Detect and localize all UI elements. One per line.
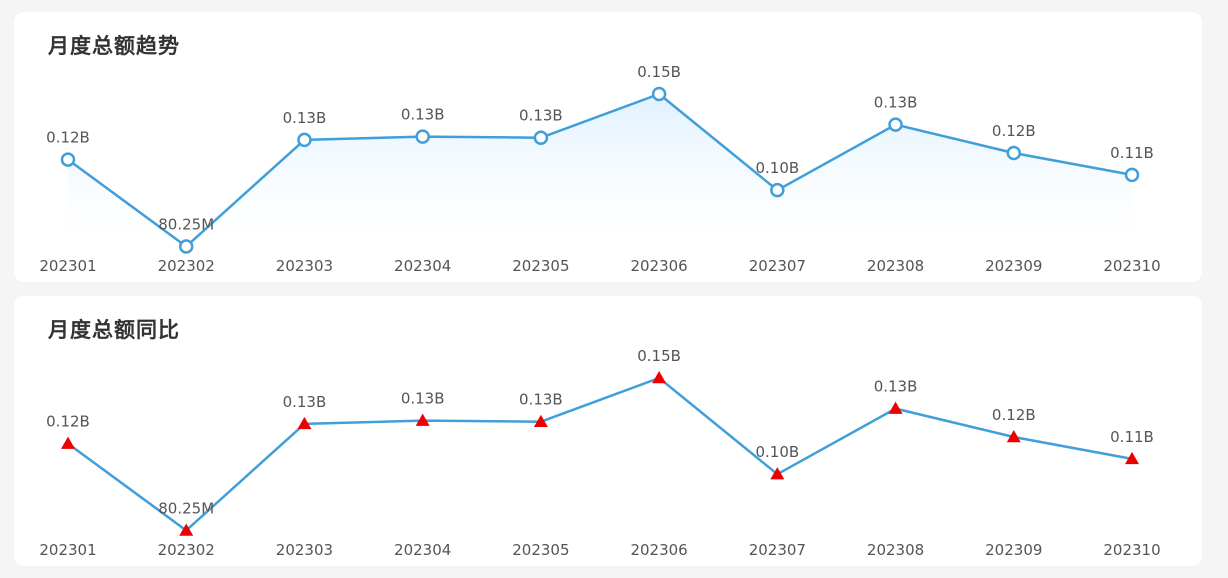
trend-data-point[interactable] <box>60 152 76 167</box>
trend-data-point[interactable] <box>178 239 194 254</box>
yoy-chart-title: 月度总额同比 <box>48 318 180 342</box>
yoy-x-tick-label: 202304 <box>394 541 451 559</box>
trend-data-label: 0.13B <box>519 107 563 125</box>
trend-data-label: 0.11B <box>1110 144 1154 162</box>
trend-data-point[interactable] <box>415 129 430 144</box>
trend-data-point[interactable] <box>888 117 903 132</box>
trend-data-label: 0.12B <box>992 122 1036 140</box>
trend-x-tick-label: 202309 <box>985 257 1042 275</box>
trend-data-point[interactable] <box>297 132 312 148</box>
trend-x-tick-label: 202310 <box>1103 257 1160 275</box>
yoy-data-point[interactable] <box>61 436 75 449</box>
trend-data-label: 0.12B <box>46 129 90 147</box>
yoy-x-tick-label: 202303 <box>276 541 333 559</box>
trend-data-label: 0.13B <box>874 94 918 112</box>
trend-x-tick-label: 202304 <box>394 257 451 275</box>
yoy-data-label: 0.12B <box>46 413 90 431</box>
yoy-series-line <box>67 376 1133 532</box>
trend-data-label: 0.15B <box>637 63 681 81</box>
yoy-data-label: 0.15B <box>637 347 681 365</box>
yoy-x-tick-label: 202305 <box>512 541 569 559</box>
yoy-data-label: 0.13B <box>519 391 563 409</box>
trend-data-point[interactable] <box>533 130 549 145</box>
trend-x-tick-label: 202301 <box>39 257 96 275</box>
trend-x-tick-label: 202303 <box>276 257 333 275</box>
trend-data-label: 0.10B <box>755 159 799 177</box>
yoy-x-tick-label: 202306 <box>630 541 687 559</box>
trend-x-tick-label: 202306 <box>630 257 687 275</box>
yoy-x-tick-label: 202308 <box>867 541 924 559</box>
yoy-x-tick-label: 202301 <box>39 541 96 559</box>
yoy-data-point[interactable] <box>533 414 548 427</box>
yoy-x-tick-label: 202310 <box>1103 541 1160 559</box>
yoy-data-point[interactable] <box>179 523 194 536</box>
trend-data-label: 0.13B <box>401 106 445 124</box>
yoy-data-point[interactable] <box>770 467 785 480</box>
yoy-data-label: 0.13B <box>874 378 918 396</box>
trend-x-tick-label: 202305 <box>512 257 569 275</box>
trend-data-point[interactable] <box>1006 145 1022 161</box>
trend-series-line <box>67 92 1133 248</box>
yoy-x-tick-label: 202307 <box>749 541 806 559</box>
trend-data-label: 80.25M <box>158 215 214 233</box>
yoy-data-point[interactable] <box>1125 451 1139 465</box>
yoy-data-label: 80.25M <box>158 499 214 517</box>
trend-data-label: 0.13B <box>283 109 327 127</box>
yoy-data-point[interactable] <box>652 371 667 384</box>
trend-data-point[interactable] <box>770 182 785 198</box>
yoy-data-label: 0.13B <box>283 393 327 411</box>
yoy-x-tick-label: 202302 <box>158 541 215 559</box>
yoy-data-point[interactable] <box>1006 430 1021 443</box>
trend-chart-panel: 月度总额趋势 0.12B 202301 80.25M 202302 0.13B 20230… <box>14 12 1202 282</box>
trend-x-tick-label: 202308 <box>867 257 924 275</box>
trend-data-point[interactable] <box>1124 167 1140 183</box>
trend-x-tick-label: 202307 <box>749 257 806 275</box>
trend-chart-title: 月度总额趋势 <box>48 34 180 58</box>
yoy-chart-plot: 0.12B 202301 80.25M 202302 0.13B 202303 0.13B 2… <box>39 347 1160 559</box>
yoy-data-label: 0.12B <box>992 406 1036 424</box>
yoy-data-label: 0.13B <box>401 390 445 408</box>
trend-x-tick-label: 202302 <box>158 257 215 275</box>
yoy-data-point[interactable] <box>888 401 903 414</box>
yoy-data-point[interactable] <box>415 413 430 426</box>
yoy-data-point[interactable] <box>297 416 312 430</box>
trend-area-fill <box>68 94 1132 247</box>
trend-chart-plot: 0.12B 202301 80.25M 202302 0.13B 202303 0.13B 2… <box>39 63 1160 275</box>
yoy-data-label: 0.10B <box>755 443 799 461</box>
trend-data-point[interactable] <box>651 86 667 102</box>
yoy-data-label: 0.11B <box>1110 428 1154 446</box>
yoy-x-tick-label: 202309 <box>985 541 1042 559</box>
yoy-chart-panel: 月度总额同比 0.12B 202301 80.25M 202302 0.13B 20230… <box>14 296 1202 566</box>
